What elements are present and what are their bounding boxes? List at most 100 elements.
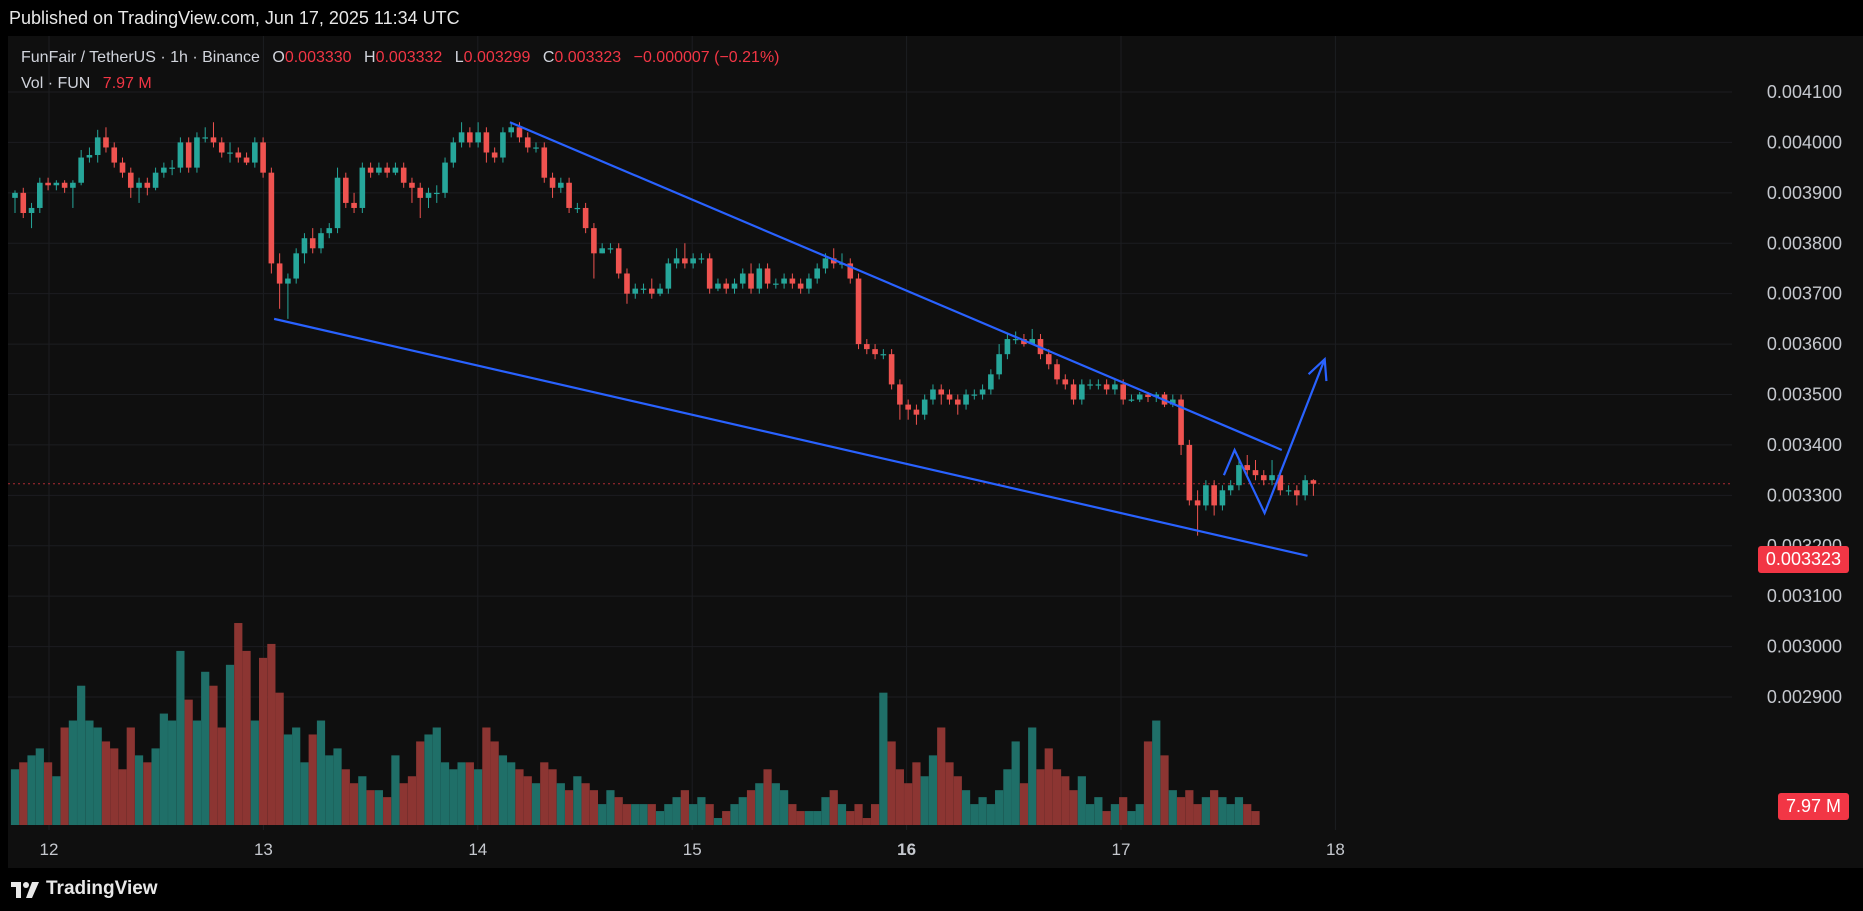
volume-bar (986, 804, 995, 825)
volume-bar (1077, 776, 1086, 825)
volume-bar (1168, 790, 1177, 825)
candle-body (1285, 490, 1292, 492)
candle-body (748, 273, 754, 289)
volume-bar (928, 755, 938, 825)
candle-body (417, 187, 424, 198)
candle (913, 404, 920, 425)
trendline-lower[interactable] (273, 317, 1308, 557)
candle (607, 243, 614, 254)
candle-body (888, 354, 895, 385)
candle-body (1103, 384, 1110, 390)
candle-body (913, 409, 920, 415)
candle-body (1277, 475, 1284, 491)
volume-bar (1036, 769, 1045, 825)
volume-bar (540, 762, 549, 825)
candle-body (367, 167, 374, 173)
candle (45, 177, 51, 191)
candle (1045, 349, 1052, 370)
candle (367, 162, 374, 178)
volume-bar (598, 804, 607, 825)
volume-bar (870, 804, 880, 825)
candle-body (442, 162, 448, 193)
volume-bar (1210, 790, 1219, 825)
trendline-upper[interactable] (509, 121, 1283, 451)
volume-bar (746, 790, 756, 825)
time-axis[interactable]: 12 13 14 15 16 17 18 (40, 840, 1345, 859)
candle-body (897, 384, 903, 405)
brand-name[interactable]: TradingView (46, 878, 158, 899)
candle (533, 142, 539, 153)
candle (673, 248, 680, 269)
volume-bar (1135, 804, 1144, 825)
volume-bar (35, 748, 44, 825)
candle-body (723, 283, 730, 289)
candle-body (144, 182, 151, 188)
volume-bar (201, 671, 210, 825)
volume-bar (349, 783, 359, 825)
volume-value: 7.97 M (102, 75, 152, 92)
volume-bar (43, 762, 53, 825)
volume-bar (192, 720, 202, 825)
candle-body (384, 167, 390, 173)
candle (227, 142, 233, 163)
projection-path[interactable] (1222, 358, 1326, 516)
volume-bar (961, 790, 971, 825)
volume-bar (474, 769, 483, 825)
close-label: C (542, 49, 555, 66)
candle-body (657, 288, 663, 294)
price-chart[interactable]: 0.004100 0.004000 0.003900 0.003800 0.003700… (0, 36, 1863, 868)
volume-bar (945, 762, 954, 825)
volume-bar (1193, 804, 1202, 825)
candle (946, 389, 953, 405)
price-tick-label: 0.003500 (1767, 385, 1842, 405)
candle (624, 268, 630, 304)
candle-body (202, 137, 209, 139)
candle (185, 137, 192, 173)
volume-bar (647, 804, 656, 825)
volume-bar (937, 727, 946, 825)
candle (475, 122, 481, 148)
candle (814, 263, 820, 284)
time-tick-label: 16 (897, 840, 916, 859)
candle (483, 127, 490, 163)
candle (706, 253, 713, 294)
candle (1260, 470, 1267, 486)
volume-bar (259, 657, 268, 825)
candle-body (797, 283, 804, 289)
candle-body (582, 207, 589, 229)
volume-bar (449, 769, 458, 825)
volume-bar (606, 790, 615, 825)
candle (400, 162, 407, 188)
candle (657, 283, 663, 297)
candle (1186, 439, 1193, 506)
tradingview-logo-icon[interactable] (10, 880, 42, 900)
candle-body (235, 152, 242, 158)
volume-bar (912, 762, 921, 825)
candle-body (1302, 480, 1308, 496)
candle (442, 157, 448, 198)
candle-body (37, 182, 43, 208)
candle-body (698, 258, 705, 260)
candle-body (409, 182, 415, 188)
candle-body (433, 192, 440, 195)
candle (1310, 479, 1317, 496)
volume-bar (300, 762, 309, 825)
symbol-label[interactable]: FunFair / TetherUS · 1h · Binance (21, 49, 260, 66)
candle (78, 149, 84, 186)
volume-bar (134, 755, 144, 825)
volume-bar (804, 811, 814, 825)
candle (1128, 394, 1135, 403)
candle-body (218, 142, 225, 153)
candle-body (326, 228, 333, 234)
price-tick-label: 0.003800 (1767, 233, 1842, 253)
volume-label[interactable]: Vol · FUN (21, 75, 91, 92)
candle-body (921, 399, 928, 415)
volume-bar (77, 685, 86, 825)
candle-body (136, 182, 142, 188)
volume-bar (498, 755, 508, 825)
candle (855, 273, 862, 350)
volume-bar (60, 727, 69, 825)
volume-bar (515, 769, 524, 825)
candle-body (318, 233, 324, 249)
candle-body (1087, 384, 1093, 386)
